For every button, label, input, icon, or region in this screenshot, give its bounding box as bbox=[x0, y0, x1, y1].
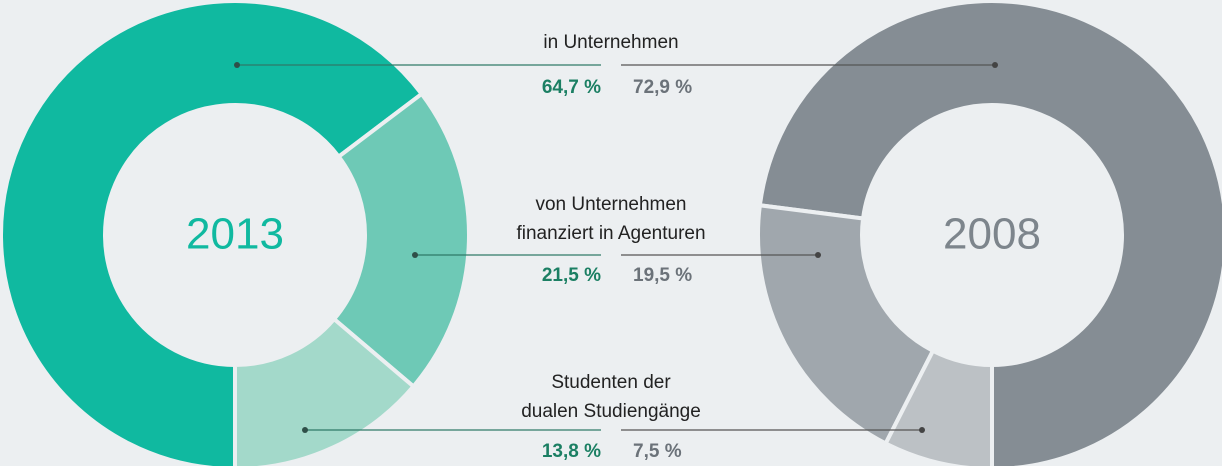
value-label: 64,7 % bbox=[542, 77, 601, 98]
category-label: in Unternehmen bbox=[543, 32, 678, 53]
value-label: 13,8 % bbox=[542, 441, 601, 462]
value-label: 7,5 % bbox=[633, 441, 682, 462]
donut-segment bbox=[756, 203, 936, 447]
donut-segment bbox=[0, 0, 425, 466]
center-year: 2008 bbox=[943, 210, 1041, 259]
value-label: 21,5 % bbox=[542, 265, 601, 286]
center-year: 2013 bbox=[186, 210, 284, 259]
donut-segment bbox=[233, 316, 417, 466]
leader-dot bbox=[815, 252, 821, 258]
leader-dot bbox=[919, 427, 925, 433]
category-label: von Unternehmen bbox=[535, 194, 686, 215]
leader-dot bbox=[412, 252, 418, 258]
leader-dot bbox=[234, 62, 240, 68]
donut-segment bbox=[757, 0, 1222, 466]
value-label: 19,5 % bbox=[633, 265, 692, 286]
leader-dot bbox=[302, 427, 308, 433]
category-label: Studenten der bbox=[551, 372, 671, 393]
category-label: finanziert in Agenturen bbox=[516, 223, 705, 244]
donut-segment bbox=[331, 91, 471, 390]
donut-segment bbox=[882, 348, 994, 466]
value-label: 72,9 % bbox=[633, 77, 692, 98]
leader-dot bbox=[992, 62, 998, 68]
category-label: dualen Studiengänge bbox=[521, 401, 701, 422]
